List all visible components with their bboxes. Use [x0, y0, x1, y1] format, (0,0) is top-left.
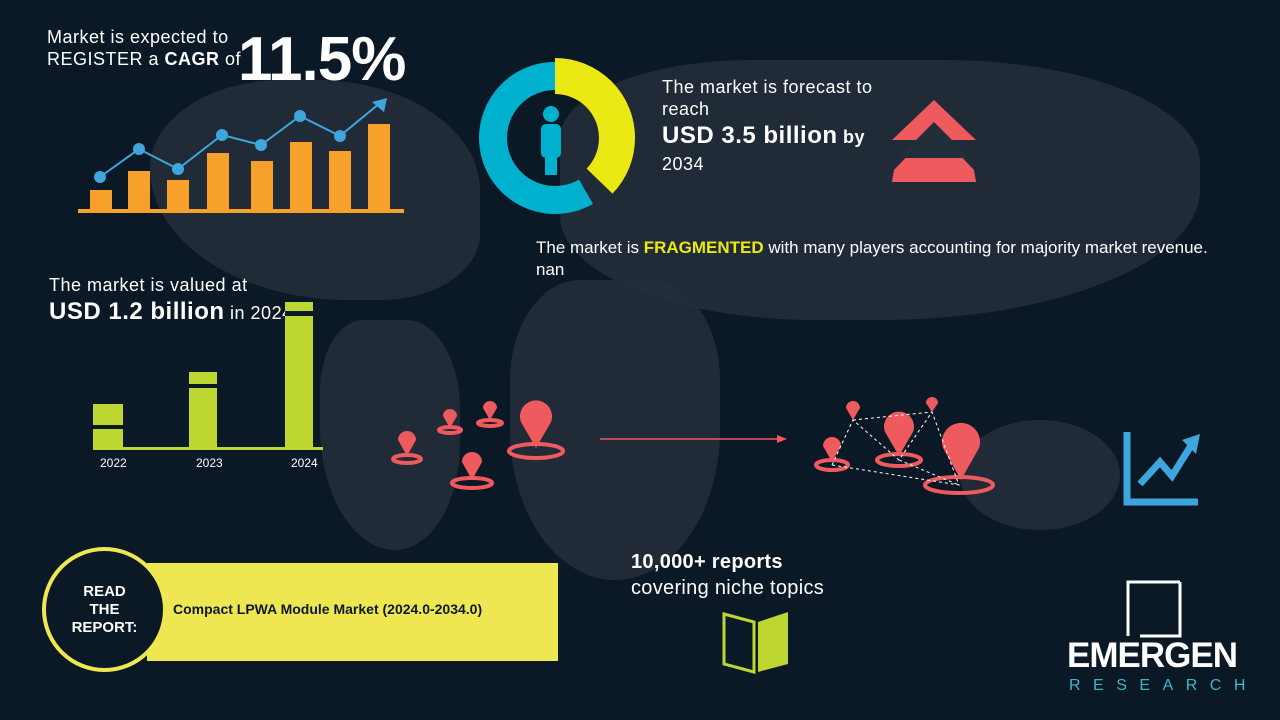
world-map-eurasia	[560, 60, 1200, 320]
forecast-text: The market is forecast to reach USD 3.5 b…	[662, 77, 873, 174]
bar-label-2024: 2024	[291, 456, 318, 470]
world-map-sa	[320, 320, 460, 550]
location-pins-icon	[391, 397, 995, 495]
cagr-text: Market is expected to REGISTER a CAGR of	[47, 27, 242, 69]
bar-label-2022: 2022	[100, 456, 127, 470]
world-map-aus	[960, 420, 1120, 530]
cagr-value: 11.5%	[238, 25, 406, 94]
logo-sub: RESEARCH	[1069, 677, 1258, 694]
report-banner[interactable]	[147, 563, 558, 661]
emergen-logo-mark	[1126, 580, 1182, 638]
report-title-link[interactable]: Compact LPWA Module Market (2024.0-2034.…	[173, 601, 483, 617]
double-chevron-up-icon	[892, 100, 976, 182]
book-icon	[722, 612, 788, 674]
read-report-button[interactable]: READ THE REPORT:	[42, 547, 167, 672]
bar-label-2023: 2023	[196, 456, 223, 470]
logo-name: EMERGEN	[1067, 636, 1238, 675]
growth-chart-icon	[78, 98, 404, 213]
donut-person-icon	[475, 58, 635, 218]
bar-2023	[189, 372, 217, 448]
bar-2024	[285, 302, 313, 448]
fragmented-text: The market is FRAGMENTED with many playe…	[536, 238, 1208, 279]
valued-text: The market is valued at USD 1.2 billion …	[49, 275, 293, 325]
reports-text: 10,000+ reports covering niche topics	[631, 551, 825, 599]
value-bar-chart	[93, 302, 323, 450]
trend-up-icon	[1123, 432, 1200, 506]
